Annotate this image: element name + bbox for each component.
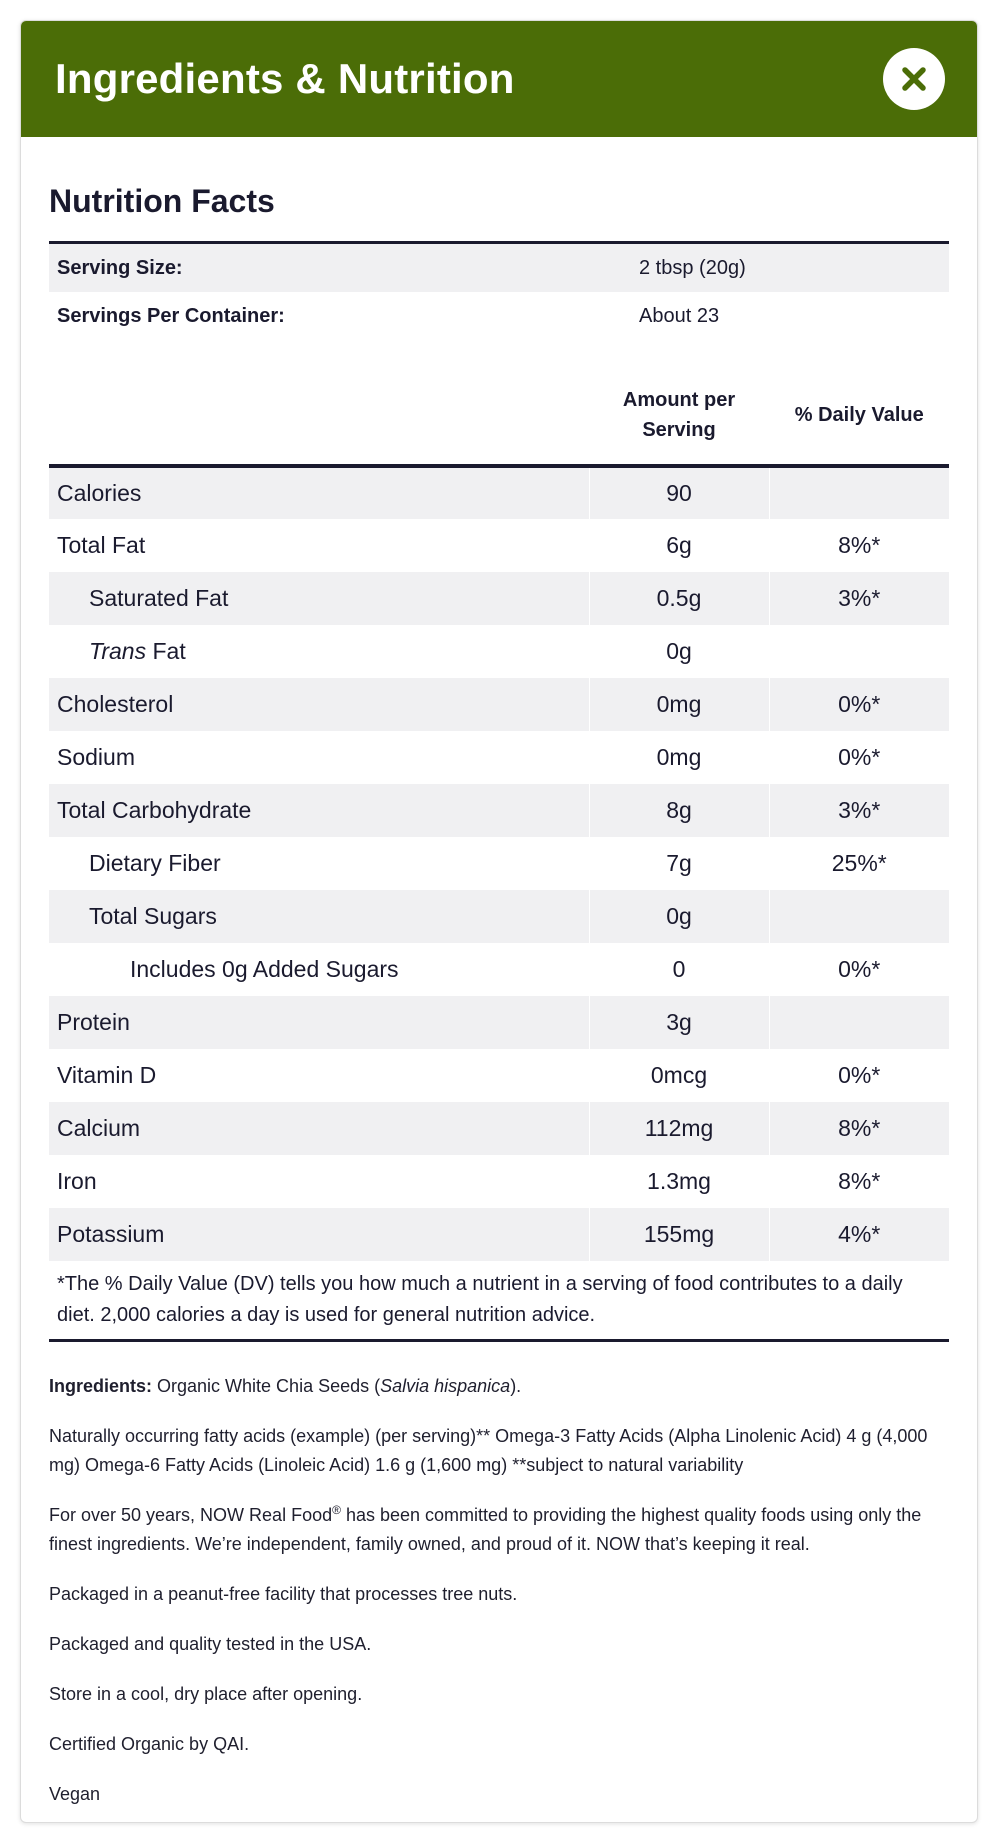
nutrient-dv xyxy=(768,625,949,678)
nutrient-dv: 8%* xyxy=(768,1155,949,1208)
nutrient-name: Cholesterol xyxy=(49,678,589,731)
origin-paragraph: Packaged and quality tested in the USA. xyxy=(49,1634,372,1654)
nutrient-name: Total Carbohydrate xyxy=(49,784,589,837)
trans-italic-label: Trans xyxy=(89,638,147,664)
nutrient-amount: 0 xyxy=(588,943,769,996)
storage-paragraph: Store in a cool, dry place after opening… xyxy=(49,1684,363,1704)
ingredients-text-pre: Organic White Chia Seeds ( xyxy=(152,1376,381,1396)
registered-mark: ® xyxy=(332,1503,341,1517)
nutrient-name: Calcium xyxy=(49,1102,589,1155)
nutrient-amount: 0g xyxy=(588,625,769,678)
serving-size-label: Serving Size: xyxy=(57,256,183,279)
nutrient-amount: 0mg xyxy=(588,678,769,731)
product-info: Ingredients: Organic White Chia Seeds (S… xyxy=(49,1372,949,1809)
nutrient-dv xyxy=(768,996,949,1049)
nutrient-name: Calories xyxy=(49,466,589,519)
servings-per-container-row: Servings Per Container: About 23 xyxy=(49,292,949,340)
ingredients-text-post: ). xyxy=(510,1376,522,1396)
nutrient-amount: 90 xyxy=(588,466,769,519)
nutrient-name: Trans Fat xyxy=(49,625,589,678)
nutrient-amount: 112mg xyxy=(588,1102,769,1155)
nutrient-name: Total Fat xyxy=(57,532,146,558)
modal-header: Ingredients & Nutrition xyxy=(21,21,977,137)
nutrient-dv xyxy=(768,890,949,943)
header-amount-label: Amount per Serving xyxy=(622,389,736,441)
nutrient-amount: 0mg xyxy=(588,731,769,784)
nutrient-name: Sodium xyxy=(57,744,135,770)
ingredients-paragraph: Ingredients: Organic White Chia Seeds (S… xyxy=(49,1372,949,1401)
nutrient-name: Vitamin D xyxy=(57,1062,157,1088)
nutrient-dv: 0%* xyxy=(768,678,949,731)
table-row: Trans Fat 0g xyxy=(49,625,949,678)
header-nutrient xyxy=(49,366,589,468)
table-row: Includes 0g Added Sugars 0 0%* xyxy=(49,943,949,996)
nutrient-dv: 8%* xyxy=(768,1102,949,1155)
brand-paragraph: For over 50 years, NOW Real Food® has be… xyxy=(49,1501,949,1559)
nutrient-name: Includes 0g Added Sugars xyxy=(130,956,399,982)
nutrition-table-header: Amount per Serving % Daily Value xyxy=(49,366,949,468)
nutrient-name: Potassium xyxy=(49,1208,589,1261)
nutrient-amount: 1.3mg xyxy=(588,1155,769,1208)
nutrient-name: Iron xyxy=(57,1168,97,1194)
table-row: Saturated Fat 0.5g 3%* xyxy=(49,572,949,625)
servings-per-container-value: About 23 xyxy=(639,304,720,327)
serving-info: Serving Size: 2 tbsp (20g) Servings Per … xyxy=(49,241,949,340)
table-row: Protein 3g xyxy=(49,996,949,1049)
servings-per-container-label: Servings Per Container: xyxy=(57,304,285,327)
nutrient-amount: 8g xyxy=(588,784,769,837)
modal-content: Nutrition Facts Serving Size: 2 tbsp (20… xyxy=(21,181,977,1809)
nutrient-dv: 4%* xyxy=(768,1208,949,1261)
fatty-acids-paragraph: Naturally occurring fatty acids (example… xyxy=(49,1426,928,1475)
table-row: Total Sugars 0g xyxy=(49,890,949,943)
nutrient-name: Total Sugars xyxy=(49,890,589,943)
nutrient-dv xyxy=(768,466,949,519)
nutrient-dv: 3%* xyxy=(768,572,949,625)
nutrient-amount: 7g xyxy=(588,837,769,890)
nutrient-amount: 0g xyxy=(588,890,769,943)
serving-size-row: Serving Size: 2 tbsp (20g) xyxy=(49,244,949,292)
table-row: Total Fat 6g 8%* xyxy=(49,519,949,572)
nutrient-dv: 0%* xyxy=(768,1049,949,1102)
allergen-paragraph: Packaged in a peanut-free facility that … xyxy=(49,1584,518,1604)
nutrient-amount: 3g xyxy=(588,996,769,1049)
nutrient-dv: 0%* xyxy=(768,731,949,784)
table-row: Potassium 155mg 4%* xyxy=(49,1208,949,1261)
header-daily-value: % Daily Value xyxy=(768,366,949,468)
close-button[interactable] xyxy=(883,48,945,110)
nutrient-dv: 8%* xyxy=(768,519,949,572)
ingredients-latin-name: Salvia hispanica xyxy=(380,1376,511,1396)
table-row: Sodium 0mg 0%* xyxy=(49,731,949,784)
nutrient-dv: 3%* xyxy=(768,784,949,837)
nutrient-amount: 0mcg xyxy=(588,1049,769,1102)
table-row: Calories 90 xyxy=(49,466,949,519)
close-icon xyxy=(902,67,926,91)
table-row: Vitamin D 0mcg 0%* xyxy=(49,1049,949,1102)
modal-title: Ingredients & Nutrition xyxy=(55,55,515,102)
nutrition-table: Amount per Serving % Daily Value Calorie… xyxy=(49,366,949,1261)
vegan-paragraph: Vegan xyxy=(49,1784,101,1804)
nutrient-name: Protein xyxy=(49,996,589,1049)
ingredients-label: Ingredients: xyxy=(49,1376,153,1396)
certified-paragraph: Certified Organic by QAI. xyxy=(49,1734,250,1754)
nutrient-name: Dietary Fiber xyxy=(89,850,221,876)
table-row: Iron 1.3mg 8%* xyxy=(49,1155,949,1208)
brand-text-pre: For over 50 years, NOW Real Food xyxy=(49,1505,333,1525)
table-row: Dietary Fiber 7g 25%* xyxy=(49,837,949,890)
serving-size-value: 2 tbsp (20g) xyxy=(639,256,746,279)
trans-fat-label: Fat xyxy=(146,638,186,664)
nutrient-amount: 6g xyxy=(588,519,769,572)
nutrient-dv: 0%* xyxy=(768,943,949,996)
brand-text-post: has been committed to providing the high… xyxy=(49,1505,922,1554)
table-row: Total Carbohydrate 8g 3%* xyxy=(49,784,949,837)
table-row: Cholesterol 0mg 0%* xyxy=(49,678,949,731)
nutrient-amount: 0.5g xyxy=(588,572,769,625)
daily-value-footnote: *The % Daily Value (DV) tells you how mu… xyxy=(49,1261,949,1342)
nutrition-facts-title: Nutrition Facts xyxy=(49,183,275,219)
nutrient-dv: 25%* xyxy=(768,837,949,890)
nutrient-name: Saturated Fat xyxy=(49,572,589,625)
table-row: Calcium 112mg 8%* xyxy=(49,1102,949,1155)
nutrient-amount: 155mg xyxy=(588,1208,769,1261)
header-amount-per-serving: Amount per Serving xyxy=(588,366,769,468)
ingredients-nutrition-modal: Ingredients & Nutrition Nutrition Facts … xyxy=(20,20,978,1823)
